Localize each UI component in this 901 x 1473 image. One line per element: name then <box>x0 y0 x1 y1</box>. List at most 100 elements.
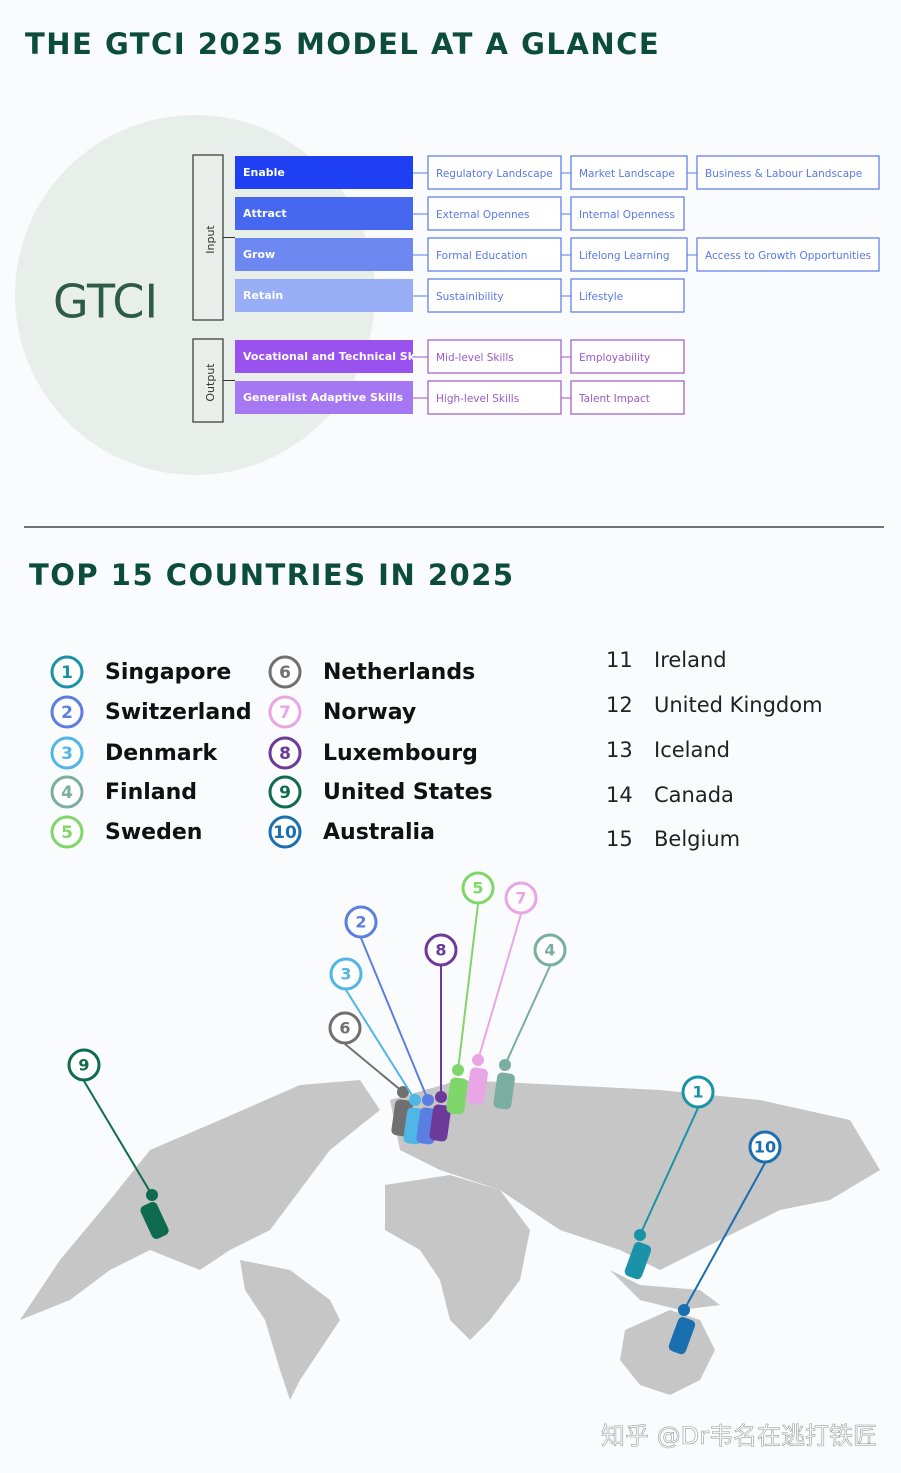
pillar-label: Retain <box>243 289 283 302</box>
country-name: Australia <box>323 820 435 845</box>
rank-ring <box>50 775 84 809</box>
rank-number: 9 <box>279 783 291 803</box>
pin-figure <box>624 1242 652 1280</box>
rank-number: 14 <box>606 783 633 807</box>
group-label: Input <box>204 225 217 254</box>
pin-number: 4 <box>544 941 555 960</box>
item-label: Sustainibility <box>436 291 504 303</box>
pillar <box>235 279 413 312</box>
islands <box>610 1270 720 1310</box>
group-label: Output <box>204 363 217 402</box>
pillar <box>235 238 413 271</box>
rank-number: 7 <box>279 703 291 723</box>
pin-head <box>397 1086 409 1098</box>
pin-ring <box>504 881 538 915</box>
pin-ring <box>461 871 495 905</box>
pin-figure <box>493 1072 515 1110</box>
pin-ring <box>344 905 378 939</box>
pin-number: 9 <box>78 1056 89 1075</box>
pin-figure <box>140 1201 169 1239</box>
pin-head <box>422 1094 434 1106</box>
pin-line <box>457 903 479 1071</box>
pin-line <box>345 989 416 1101</box>
country-name: Finland <box>105 780 197 805</box>
item-label: Market Landscape <box>579 168 675 180</box>
rank-ring <box>50 736 84 770</box>
rank-number: 12 <box>606 693 633 717</box>
model-center: GTCI <box>53 275 158 329</box>
rank-number: 10 <box>273 823 297 843</box>
rank-ring <box>50 815 84 849</box>
pin-line <box>639 1107 699 1236</box>
item-label: Lifestyle <box>579 291 623 303</box>
item-box <box>696 155 880 190</box>
pin-head <box>146 1189 158 1201</box>
pillar <box>235 156 413 189</box>
item-box <box>427 380 562 415</box>
rank-number: 4 <box>61 783 73 803</box>
item-label: Mid-level Skills <box>436 352 514 364</box>
rank-number: 2 <box>61 703 73 723</box>
item-box <box>427 339 562 374</box>
item-box <box>570 278 685 313</box>
pin-figure <box>668 1317 696 1355</box>
rank-number: 3 <box>61 744 73 764</box>
item-label: Access to Growth Opportunities <box>705 250 871 262</box>
item-box <box>427 196 562 231</box>
item-label: Regulatory Landscape <box>436 168 553 180</box>
pin-number: 10 <box>754 1138 776 1157</box>
rank-number: 8 <box>279 744 291 764</box>
pillar-label: Attract <box>243 207 287 220</box>
pin-ring <box>748 1130 782 1164</box>
pillar-label: Generalist Adaptive Skills <box>243 391 404 404</box>
rank-number: 1 <box>61 663 73 683</box>
rank-number: 6 <box>279 663 291 683</box>
item-box <box>570 380 685 415</box>
item-box <box>570 196 685 231</box>
pin-figure <box>446 1077 468 1115</box>
pillar <box>235 381 413 414</box>
item-box <box>427 278 562 313</box>
item-label: Employability <box>579 352 650 364</box>
pillar-label: Grow <box>243 248 275 261</box>
pillar-label: Vocational and Technical Skill <box>243 350 426 363</box>
south-america <box>240 1260 340 1400</box>
rank-number: 5 <box>61 823 73 843</box>
pillar <box>235 340 413 373</box>
pin-number: 7 <box>515 889 526 908</box>
pin-line <box>683 1162 766 1311</box>
pin-ring <box>329 957 363 991</box>
pin-number: 8 <box>435 941 446 960</box>
country-name: Switzerland <box>105 700 252 725</box>
item-label: Formal Education <box>436 250 527 262</box>
title: THE GTCI 2025 MODEL AT A GLANCE <box>25 27 660 61</box>
country-name: Ireland <box>654 648 727 672</box>
item-box <box>696 237 880 272</box>
rank-ring <box>268 695 302 729</box>
watermark: 知乎 @Dr韦名在逃打铁匠 <box>601 1422 877 1450</box>
north-america <box>20 1080 380 1320</box>
pin-ring <box>681 1075 715 1109</box>
country-name: Luxembourg <box>323 741 478 766</box>
pin-head <box>409 1094 421 1106</box>
pin-line <box>477 913 522 1061</box>
country-name: United Kingdom <box>654 693 823 717</box>
pin-number: 2 <box>355 913 366 932</box>
rank-number: 11 <box>606 648 633 672</box>
pin-line <box>360 937 429 1101</box>
rank-ring <box>50 655 84 689</box>
item-box <box>427 155 562 190</box>
pin-head <box>435 1091 447 1103</box>
item-box <box>570 339 685 374</box>
item-box <box>427 237 562 272</box>
pillar-label: Enable <box>243 166 285 179</box>
country-name: United States <box>323 780 493 805</box>
pin-number: 5 <box>472 879 483 898</box>
country-name: Denmark <box>105 741 218 766</box>
pin-head <box>452 1064 464 1076</box>
pin-line <box>344 1043 404 1093</box>
pin-head <box>678 1304 690 1316</box>
country-name: Netherlands <box>323 660 475 685</box>
